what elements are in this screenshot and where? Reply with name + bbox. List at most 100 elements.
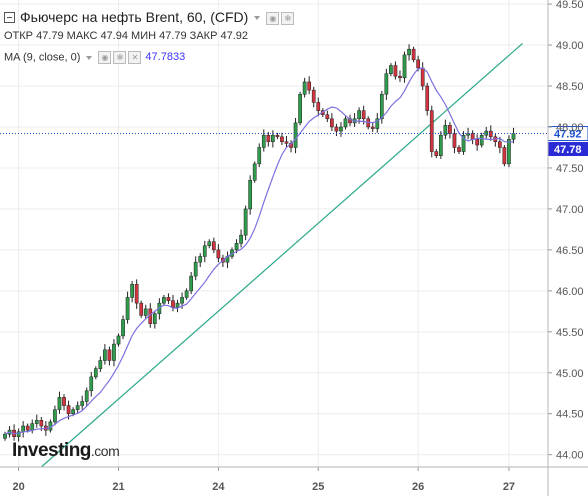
- collapse-icon[interactable]: [4, 11, 15, 23]
- x-tick-label: 27: [503, 481, 515, 493]
- candle-body: [448, 125, 452, 134]
- y-tick-label: 46.50: [556, 245, 584, 257]
- candle-body: [198, 256, 203, 263]
- candle-body: [216, 249, 221, 259]
- candle-body: [275, 134, 280, 138]
- candle-body: [311, 89, 316, 103]
- candle-body: [130, 284, 134, 298]
- candle-body: [507, 139, 511, 165]
- candle-body: [343, 118, 348, 128]
- candle-body: [134, 284, 139, 304]
- candle-body: [411, 48, 416, 61]
- candle-body: [211, 241, 216, 251]
- trendline-layer: [40, 42, 523, 468]
- y-tick-label: 45.00: [556, 368, 584, 380]
- x-tick-label: 24: [212, 481, 225, 493]
- candle-body: [189, 275, 193, 292]
- candle-body: [171, 300, 175, 308]
- gear-icon[interactable]: ✻: [281, 11, 295, 25]
- candle-body: [502, 147, 507, 165]
- candle-body: [330, 118, 334, 128]
- candle-body: [443, 125, 448, 136]
- candle-body: [234, 243, 239, 251]
- y-tick-label: 45.50: [556, 327, 584, 339]
- candle-body: [266, 134, 271, 142]
- candle-body: [139, 302, 144, 316]
- candle-body: [434, 151, 439, 156]
- eye-icon[interactable]: ◉: [98, 51, 112, 64]
- candle-body: [475, 139, 480, 146]
- candle-body: [180, 297, 184, 304]
- y-tick-label: 44.50: [556, 409, 584, 421]
- candle-body: [89, 376, 94, 392]
- candle-body: [361, 110, 366, 120]
- ma-badge: [548, 142, 588, 157]
- candle-body: [62, 397, 66, 406]
- candle-body: [398, 75, 402, 79]
- candle-body: [511, 133, 516, 140]
- candle-body: [302, 81, 307, 95]
- candle-body: [452, 133, 457, 148]
- ma-value: 47.7833: [145, 51, 186, 64]
- candle-body: [66, 405, 71, 414]
- candle-body: [325, 114, 330, 120]
- y-tick-label: 48.50: [556, 81, 584, 93]
- candle-body: [339, 126, 343, 132]
- candle-body: [438, 134, 443, 156]
- candle-body: [243, 208, 248, 236]
- candle-body: [93, 368, 98, 378]
- candle-body: [257, 147, 262, 165]
- close-icon[interactable]: ✕: [128, 51, 142, 64]
- y-tick-label: 49.50: [556, 0, 584, 11]
- candle-body: [252, 163, 257, 181]
- candle-body: [202, 245, 207, 257]
- ma-label: MA (9, close, 0): [4, 51, 81, 64]
- candle-body: [84, 390, 89, 402]
- candle-body: [425, 85, 430, 111]
- candle-body: [307, 81, 312, 91]
- chart-title-row: Фьючерс на нефть Brent, 60, (CFD) ◉ ✻: [4, 9, 295, 25]
- candle-body: [162, 297, 166, 304]
- y-tick-label: 47.50: [556, 163, 584, 175]
- x-tick-label: 26: [412, 481, 424, 493]
- candle-body: [112, 343, 116, 361]
- candle-body: [143, 308, 148, 316]
- candle-body: [98, 360, 103, 369]
- candle-body: [293, 122, 298, 148]
- candle-body: [357, 110, 361, 120]
- candle-body: [393, 65, 398, 77]
- x-tick-label: 20: [12, 481, 24, 493]
- candle-body: [429, 110, 434, 152]
- investing-logo: Investing.com: [12, 440, 120, 461]
- chevron-down-icon[interactable]: [86, 55, 93, 60]
- eye-icon[interactable]: ◉: [266, 11, 280, 25]
- candle-body: [3, 433, 7, 439]
- candle-body: [121, 319, 125, 337]
- y-tick-label: 48.00: [556, 122, 584, 134]
- candles-layer: [3, 44, 516, 442]
- candle-body: [479, 134, 484, 146]
- chart-title: Фьючерс на нефть Brent, 60, (CFD): [20, 9, 249, 25]
- y-tick-label: 49.00: [556, 40, 584, 52]
- candle-body: [103, 349, 107, 361]
- candle-body: [389, 65, 393, 74]
- candle-body: [107, 349, 112, 361]
- gear-icon[interactable]: ✻: [113, 51, 127, 64]
- moving-average-layer: [4, 67, 514, 435]
- candle-body: [166, 297, 171, 301]
- last-price-line-layer: 47.92 47.78: [0, 126, 588, 157]
- ma-badge-label: 47.78: [554, 144, 582, 156]
- candle-body: [402, 54, 407, 79]
- candle-body: [498, 141, 502, 148]
- trendline: [40, 42, 523, 468]
- chevron-down-icon[interactable]: [254, 16, 261, 21]
- candle-body: [407, 48, 411, 56]
- candle-body: [34, 420, 39, 424]
- candle-body: [175, 302, 180, 308]
- candle-body: [379, 93, 384, 120]
- candle-body: [71, 409, 75, 414]
- candle-body: [284, 141, 289, 144]
- y-tick-label: 46.00: [556, 286, 584, 298]
